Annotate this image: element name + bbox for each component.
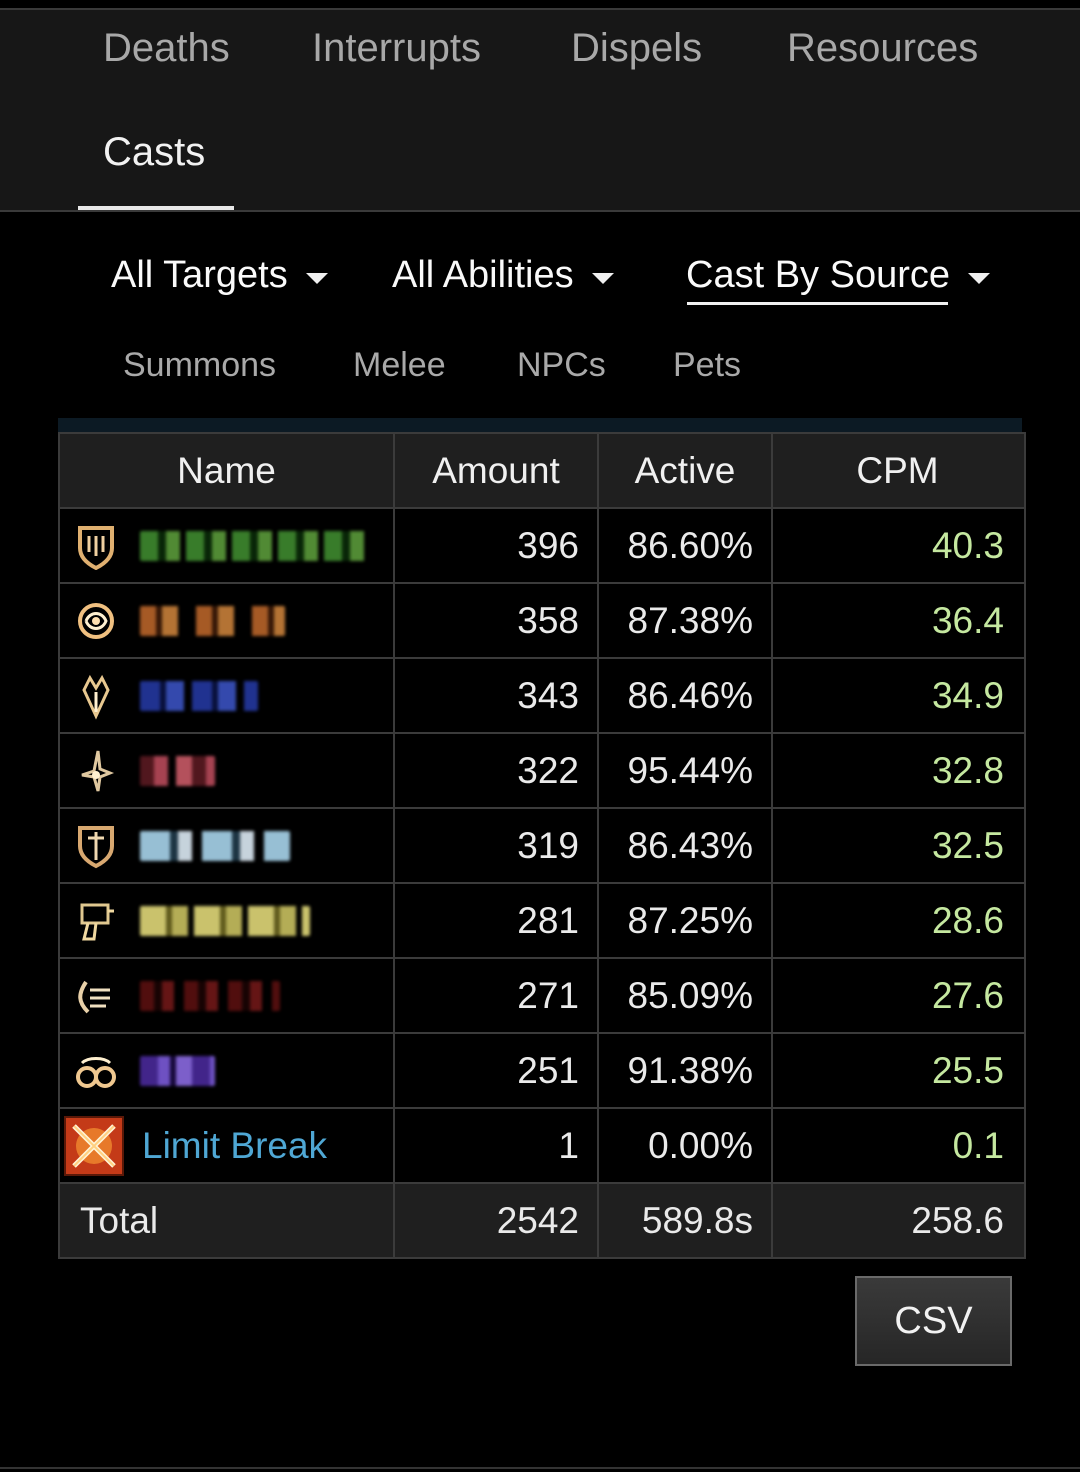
active-filter-indicator (687, 302, 948, 305)
bard-icon (78, 980, 110, 1013)
tab-resources[interactable]: Resources (787, 26, 979, 70)
table-row[interactable]: 319 86.43% 32.5 (60, 809, 1024, 884)
ninja-icon (81, 750, 115, 791)
subfilter-melee[interactable]: Melee (353, 346, 446, 384)
active-cell: 87.25% (599, 884, 773, 957)
redacted-player-name (140, 830, 290, 861)
redacted-player-name (140, 905, 310, 936)
active-tab-indicator (78, 206, 234, 210)
amount-cell: 1 (395, 1109, 599, 1182)
table-header-row: Name Amount Active CPM (60, 434, 1024, 509)
table-row[interactable]: 281 87.25% 28.6 (60, 884, 1024, 959)
player-name-cell[interactable] (60, 734, 395, 807)
tab-deaths[interactable]: Deaths (103, 26, 230, 70)
astrologian-icon (78, 602, 114, 639)
total-cpm: 258.6 (911, 1199, 1004, 1241)
cpm-cell: 36.4 (931, 599, 1004, 641)
tab-casts[interactable]: Casts (103, 130, 206, 174)
abilities-dropdown-label: All Abilities (392, 253, 574, 296)
redacted-player-name (140, 755, 215, 786)
cpm-cell: 32.8 (931, 749, 1004, 791)
player-name-cell[interactable] (60, 1034, 395, 1107)
limit-break-label[interactable]: Limit Break (142, 1124, 328, 1166)
player-name-cell[interactable] (60, 659, 395, 732)
cpm-cell: 40.3 (931, 524, 1004, 566)
table-row[interactable]: 322 95.44% 32.8 (60, 734, 1024, 809)
bottom-divider (0, 1467, 1080, 1469)
total-amount: 2542 (395, 1184, 599, 1257)
table-row-limit-break[interactable]: Limit Break 1 0.00% 0.1 (60, 1109, 1024, 1184)
column-header-cpm[interactable]: CPM (856, 449, 939, 491)
active-cell: 87.38% (599, 584, 773, 657)
amount-cell: 251 (395, 1034, 599, 1107)
column-header-active[interactable]: Active (599, 434, 773, 507)
table-row[interactable]: 251 91.38% 25.5 (60, 1034, 1024, 1109)
player-name-cell[interactable] (60, 959, 395, 1032)
limit-break-icon (64, 1115, 124, 1176)
cpm-cell: 32.5 (931, 824, 1004, 866)
amount-cell: 396 (395, 509, 599, 582)
amount-cell: 358 (395, 584, 599, 657)
targets-dropdown-label: All Targets (111, 253, 288, 296)
tab-interrupts[interactable]: Interrupts (312, 26, 481, 70)
dragoon-icon (82, 674, 110, 720)
table-row[interactable]: 343 86.46% 34.9 (60, 659, 1024, 734)
redacted-player-name (140, 1055, 215, 1086)
cast-by-dropdown[interactable]: Cast By Source (686, 250, 990, 300)
table-top-bar (58, 418, 1022, 432)
player-name-cell[interactable] (60, 884, 395, 957)
table-total-row: Total 2542 589.8s 258.6 (60, 1184, 1024, 1257)
tab-dispels[interactable]: Dispels (571, 26, 703, 70)
amount-cell: 271 (395, 959, 599, 1032)
targets-dropdown[interactable]: All Targets (111, 250, 328, 300)
redacted-player-name (140, 680, 258, 711)
cpm-cell: 0.1 (952, 1124, 1004, 1166)
column-header-amount[interactable]: Amount (395, 434, 599, 507)
redacted-player-name (140, 980, 280, 1011)
column-header-name[interactable]: Name (60, 434, 395, 507)
summoner-icon (76, 1056, 116, 1088)
active-cell: 0.00% (599, 1109, 773, 1182)
chevron-down-icon (305, 272, 328, 284)
subfilter-pets[interactable]: Pets (673, 346, 742, 384)
cpm-cell: 27.6 (931, 974, 1004, 1016)
cpm-cell: 28.6 (931, 899, 1004, 941)
abilities-dropdown[interactable]: All Abilities (392, 250, 614, 300)
chevron-down-icon (968, 272, 990, 284)
limit-break-name-cell[interactable]: Limit Break (60, 1109, 395, 1182)
active-cell: 86.60% (599, 509, 773, 582)
subfilter-npcs[interactable]: NPCs (517, 346, 606, 384)
amount-cell: 281 (395, 884, 599, 957)
player-name-cell[interactable] (60, 584, 395, 657)
amount-cell: 343 (395, 659, 599, 732)
cast-by-dropdown-label: Cast By Source (686, 253, 950, 296)
active-cell: 86.46% (599, 659, 773, 732)
active-cell: 95.44% (599, 734, 773, 807)
player-name-cell[interactable] (60, 509, 395, 582)
active-cell: 86.43% (599, 809, 773, 882)
cpm-cell: 34.9 (931, 674, 1004, 716)
active-cell: 85.09% (599, 959, 773, 1032)
casts-table: Name Amount Active CPM 396 86.60% 40.3 (58, 432, 1026, 1259)
player-name-cell[interactable] (60, 809, 395, 882)
warrior-icon (78, 825, 114, 868)
redacted-player-name (140, 605, 285, 636)
cpm-cell: 25.5 (931, 1049, 1004, 1091)
table-row[interactable]: 271 85.09% 27.6 (60, 959, 1024, 1034)
amount-cell: 322 (395, 734, 599, 807)
chevron-down-icon (591, 272, 614, 284)
csv-export-button[interactable]: CSV (855, 1276, 1012, 1366)
machinist-icon (80, 903, 114, 940)
paladin-shield-icon (78, 525, 114, 570)
total-label: Total (60, 1184, 395, 1257)
redacted-player-name (140, 530, 370, 561)
report-tab-bar: Deaths Interrupts Dispels Resources Cast… (0, 8, 1080, 212)
subfilter-summons[interactable]: Summons (123, 346, 277, 384)
total-active: 589.8s (599, 1184, 773, 1257)
table-row[interactable]: 358 87.38% 36.4 (60, 584, 1024, 659)
amount-cell: 319 (395, 809, 599, 882)
active-cell: 91.38% (599, 1034, 773, 1107)
table-row[interactable]: 396 86.60% 40.3 (60, 509, 1024, 584)
